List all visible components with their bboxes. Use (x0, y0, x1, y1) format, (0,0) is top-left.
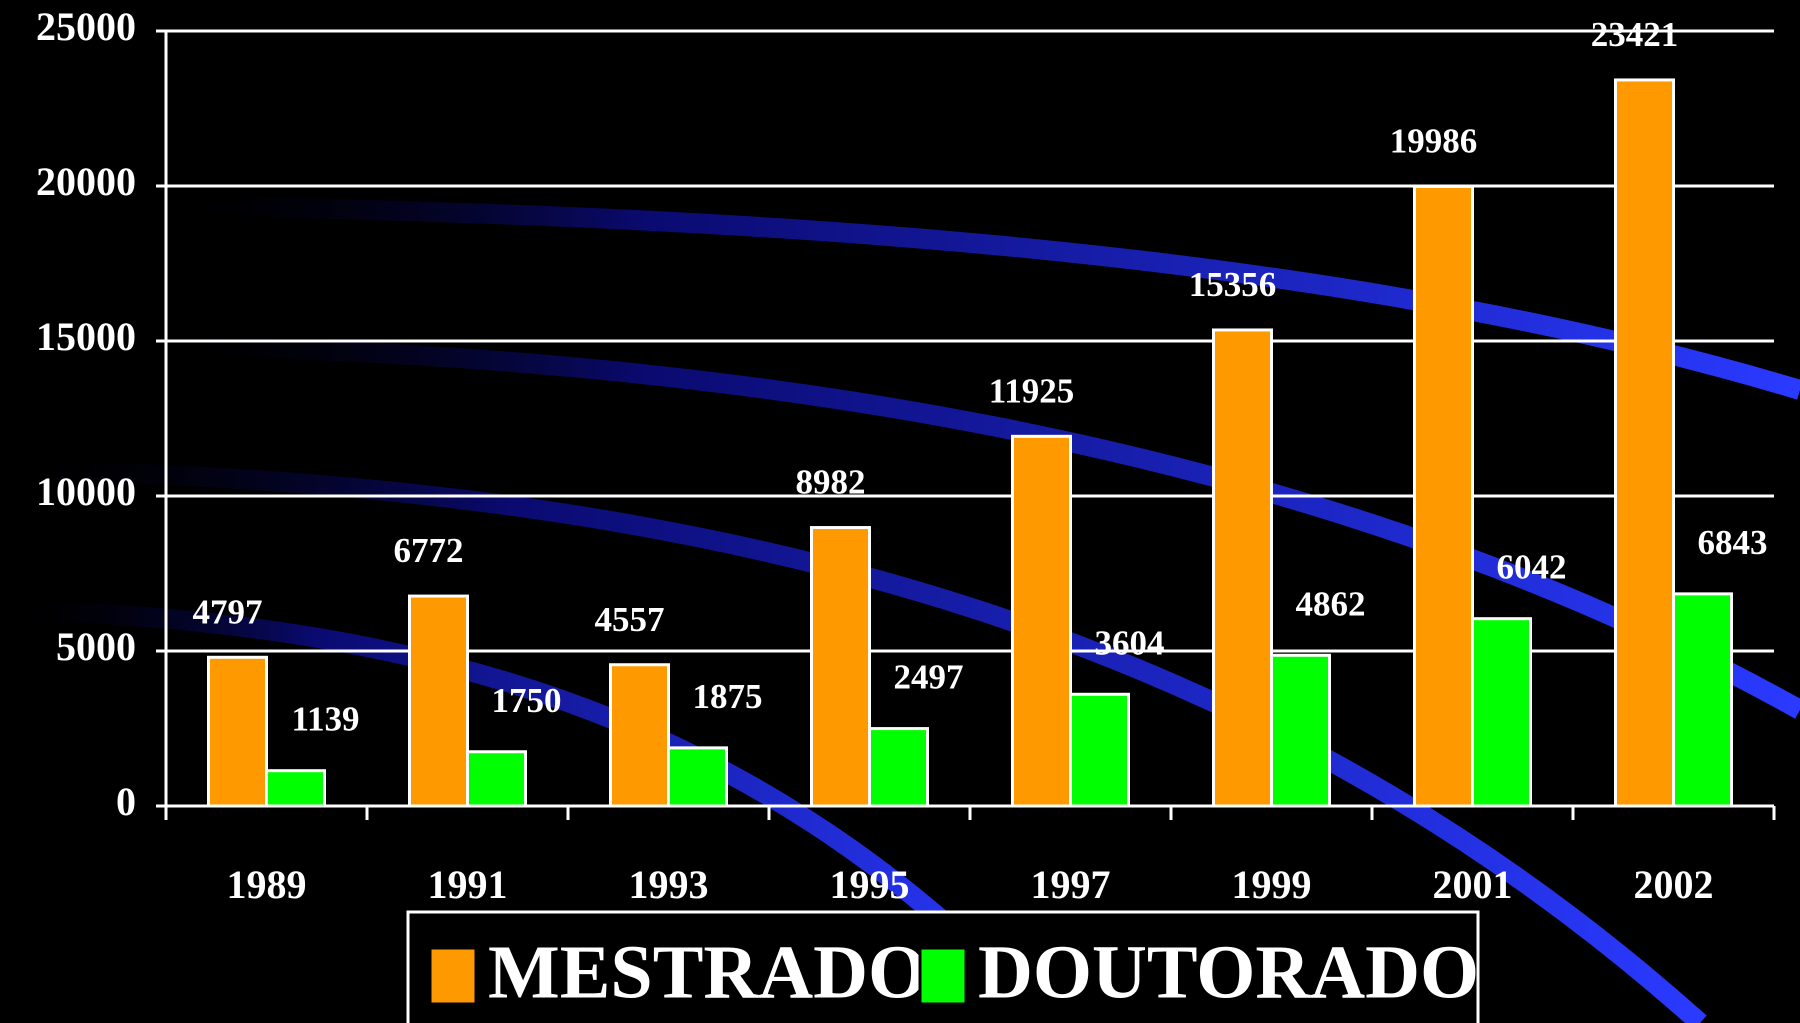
value-label: 1750 (492, 681, 562, 720)
y-tick-label: 10000 (36, 469, 136, 514)
bar (870, 729, 928, 806)
y-tick-label: 25000 (36, 4, 136, 49)
value-label: 1139 (291, 700, 359, 739)
value-label: 4862 (1296, 584, 1366, 623)
bar (812, 528, 870, 806)
value-label: 23421 (1591, 15, 1679, 54)
bar (1013, 436, 1071, 806)
y-tick-label: 5000 (56, 624, 136, 669)
value-label: 3604 (1095, 623, 1165, 662)
legend-swatch (430, 948, 476, 1004)
x-tick-label: 2001 (1433, 862, 1513, 907)
bar (1674, 594, 1732, 806)
legend-swatch (920, 948, 966, 1004)
x-tick-label: 1999 (1232, 862, 1312, 907)
chart: 0 5000 10000 15000 20000 25000 1989 4797 1139 199… (0, 0, 1800, 1023)
bar (1415, 186, 1473, 806)
bar (1616, 80, 1674, 806)
y-tick-label: 15000 (36, 314, 136, 359)
value-label: 6772 (394, 531, 464, 570)
value-label: 19986 (1390, 121, 1478, 160)
bar (267, 771, 325, 806)
bar (1473, 619, 1531, 806)
bar (1214, 330, 1272, 806)
y-tick-label: 20000 (36, 159, 136, 204)
value-label: 2497 (894, 658, 964, 697)
x-tick-label: 1997 (1031, 862, 1111, 907)
bar (209, 657, 267, 806)
legend-label: MESTRADO (488, 930, 927, 1014)
bar (468, 752, 526, 806)
bar (1071, 694, 1129, 806)
value-label: 1875 (693, 677, 763, 716)
x-tick-label: 1995 (830, 862, 910, 907)
value-label: 6042 (1497, 548, 1567, 587)
x-tick-label: 2002 (1634, 862, 1714, 907)
value-label: 8982 (796, 463, 866, 502)
x-tick-label: 1993 (629, 862, 709, 907)
x-tick-label: 1991 (428, 862, 508, 907)
legend-label: DOUTORADO (978, 930, 1479, 1014)
value-label: 4797 (193, 592, 263, 631)
bar (669, 748, 727, 806)
bar (410, 596, 468, 806)
value-label: 11925 (989, 371, 1075, 410)
bar (1272, 655, 1330, 806)
y-tick-label: 0 (116, 779, 136, 824)
bar (611, 665, 669, 806)
value-label: 4557 (595, 600, 665, 639)
value-label: 6843 (1698, 523, 1768, 562)
x-tick-label: 1989 (227, 862, 307, 907)
value-label: 15356 (1189, 265, 1277, 304)
